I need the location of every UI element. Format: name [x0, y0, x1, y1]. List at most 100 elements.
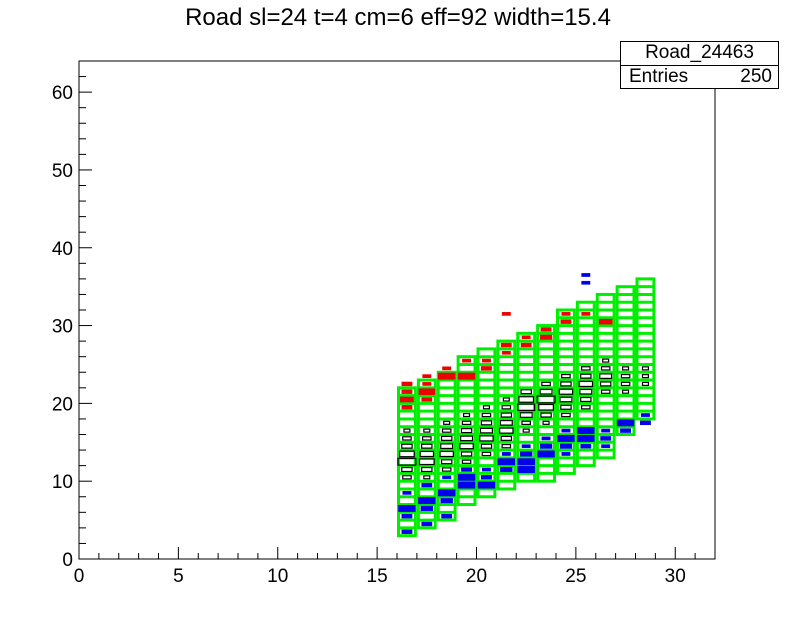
- blue-hit-box: [481, 467, 491, 472]
- stats-histogram-name: Road_24463: [621, 42, 778, 66]
- red-hit-box: [401, 405, 413, 410]
- y-axis-tick-label: 60: [52, 83, 73, 104]
- blue-hit-box: [500, 467, 513, 473]
- black-hit-box: [561, 412, 571, 418]
- black-hit-box: [518, 396, 535, 403]
- stats-box: Road_24463 Entries 250: [620, 41, 779, 89]
- black-hit-box: [440, 435, 453, 441]
- red-hit-box: [501, 350, 511, 355]
- black-hit-box: [522, 428, 530, 433]
- red-hit-box: [401, 381, 413, 387]
- blue-hit-box: [501, 452, 511, 456]
- black-hit-box: [421, 466, 433, 473]
- black-hit-box: [443, 420, 451, 425]
- road-layer: [496, 339, 517, 491]
- black-hit-box: [500, 412, 513, 418]
- black-hit-box: [641, 366, 650, 371]
- red-hit-box: [401, 389, 413, 394]
- blue-hit-box: [561, 428, 571, 433]
- red-hit-box: [418, 388, 435, 395]
- x-axis-tick-label: 5: [173, 566, 184, 587]
- red-hit-box: [400, 396, 414, 403]
- black-hit-box: [559, 396, 573, 403]
- black-hit-box: [397, 457, 417, 466]
- black-hit-box: [403, 428, 411, 433]
- black-hit-box: [539, 388, 553, 395]
- black-hit-box: [402, 475, 412, 480]
- blue-hit-box: [640, 413, 650, 417]
- black-hit-box: [600, 366, 611, 371]
- blue-hit-box: [402, 491, 412, 495]
- blue-hit-box: [557, 434, 575, 442]
- blue-hit-box: [421, 482, 433, 488]
- red-hit-box: [481, 366, 492, 371]
- black-hit-box: [441, 467, 452, 472]
- blue-hit-box: [521, 444, 531, 449]
- black-hit-box: [461, 420, 472, 426]
- x-axis-tick-label: 0: [74, 566, 85, 587]
- red-hit-box: [540, 327, 552, 332]
- blue-hit-box: [541, 436, 551, 441]
- blue-hit-box: [481, 475, 492, 480]
- black-hit-box: [440, 459, 453, 465]
- black-hit-box: [641, 374, 650, 379]
- blue-hit-box: [517, 466, 535, 473]
- blue-hit-box: [616, 419, 635, 427]
- blue-hit-box: [420, 505, 434, 511]
- black-hit-box: [519, 412, 533, 418]
- black-hit-box: [439, 450, 454, 458]
- red-hit-box: [561, 312, 571, 316]
- blue-hit-box: [442, 475, 452, 480]
- blue-hit-box: [577, 434, 595, 442]
- black-hit-box: [580, 366, 591, 371]
- black-hit-box: [399, 450, 415, 458]
- black-hit-box: [418, 458, 435, 466]
- y-axis-tick-label: 20: [52, 394, 73, 415]
- y-axis-tick-label: 40: [52, 239, 73, 260]
- red-hit-box: [462, 358, 472, 363]
- black-hit-box: [580, 396, 592, 403]
- black-hit-box: [580, 373, 592, 379]
- black-hit-box: [542, 420, 550, 425]
- black-hit-box: [440, 443, 454, 450]
- blue-hit-box: [577, 427, 595, 435]
- black-hit-box: [536, 395, 556, 404]
- road-layer: [416, 378, 437, 530]
- black-hit-box: [517, 403, 536, 412]
- black-hit-box: [459, 443, 474, 450]
- black-hit-box: [641, 381, 650, 387]
- black-hit-box: [460, 428, 473, 434]
- blue-hit-box: [581, 280, 591, 285]
- blue-hit-box: [441, 513, 453, 519]
- black-hit-box: [602, 358, 610, 363]
- black-hit-box: [441, 428, 452, 433]
- y-axis-tick-label: 30: [52, 317, 73, 338]
- black-hit-box: [578, 380, 594, 388]
- black-hit-box: [620, 381, 631, 387]
- black-hit-box: [621, 389, 630, 394]
- black-hit-box: [423, 428, 431, 433]
- red-hit-box: [560, 319, 572, 324]
- x-axis-tick-label: 15: [367, 566, 388, 587]
- black-hit-box: [460, 451, 473, 457]
- blue-hit-box: [517, 458, 535, 466]
- stats-entries-row: Entries 250: [621, 66, 778, 89]
- blue-hit-box: [421, 521, 433, 527]
- blue-hit-box: [600, 436, 612, 441]
- stats-entries-label: Entries: [629, 66, 689, 87]
- red-hit-box: [539, 334, 553, 340]
- blue-hit-box: [398, 504, 416, 512]
- black-hit-box: [560, 381, 572, 387]
- red-hit-box: [500, 342, 512, 348]
- red-hit-box: [481, 358, 491, 363]
- black-hit-box: [541, 381, 551, 387]
- black-hit-box: [500, 435, 513, 441]
- red-hit-box: [521, 335, 531, 340]
- chart-title: Road sl=24 t=4 cm=6 eff=92 width=15.4: [185, 4, 611, 31]
- black-hit-box: [419, 450, 435, 458]
- y-axis-tick-label: 0: [62, 550, 73, 571]
- black-hit-box: [599, 373, 613, 380]
- black-hit-box: [482, 405, 491, 410]
- blue-hit-box: [519, 451, 533, 457]
